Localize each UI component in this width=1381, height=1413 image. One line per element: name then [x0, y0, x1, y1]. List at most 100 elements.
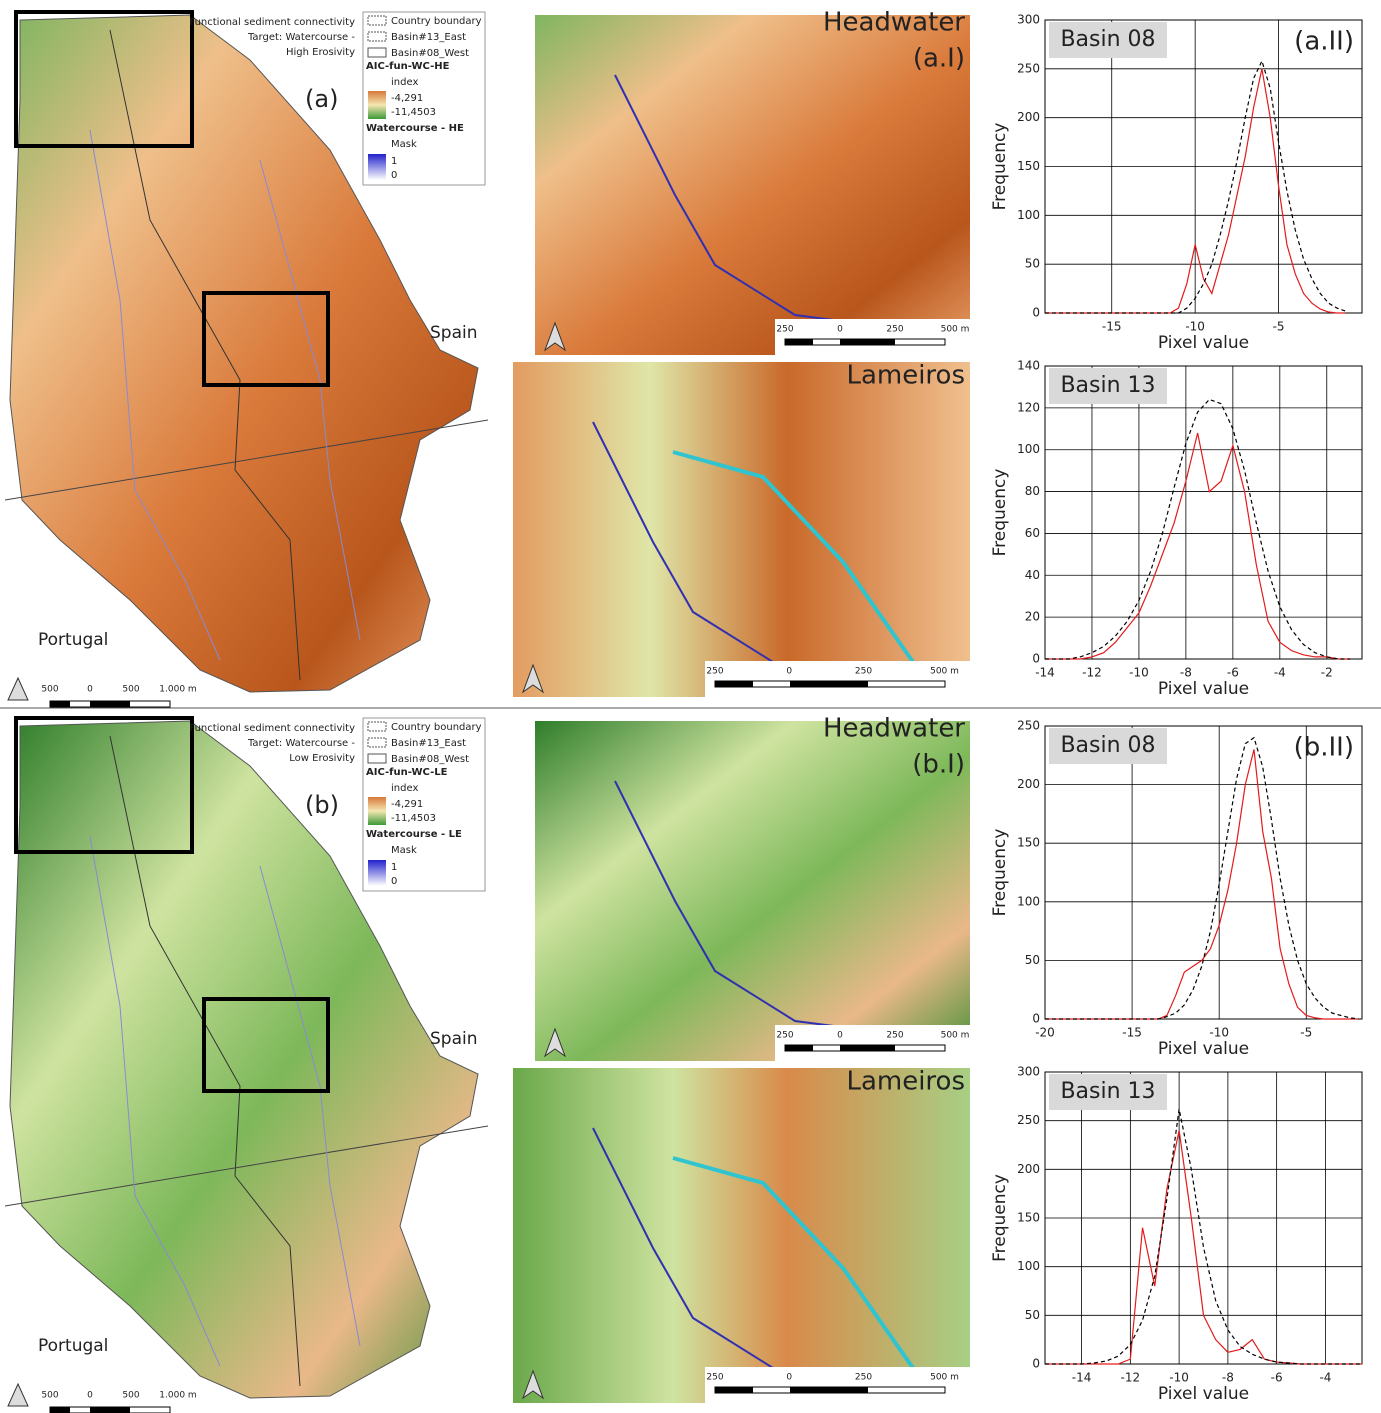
country-name: Spain: [430, 323, 478, 343]
chart-title: Basin 08: [1060, 27, 1155, 52]
y-tick-label: 50: [1025, 953, 1040, 967]
scale-label: 500: [41, 1391, 58, 1401]
x-tick-label: -15: [1122, 1026, 1142, 1040]
legend-item: Basin#13_East: [391, 738, 466, 749]
y-tick-label: 0: [1032, 652, 1040, 666]
x-tick-label: -6: [1227, 666, 1239, 680]
scale-bar: [715, 1387, 753, 1393]
legend-value: -4,291: [391, 93, 423, 104]
legend-value: 0: [391, 170, 397, 181]
scale-label: 250: [776, 1031, 793, 1041]
y-tick-label: 300: [1017, 13, 1040, 27]
y-tick-label: 150: [1017, 836, 1040, 850]
y-axis-label: Frequency: [990, 829, 1010, 917]
scale-label: 500 m: [930, 667, 959, 677]
y-axis-label: Frequency: [990, 469, 1010, 557]
panel-label: (a.II): [1294, 27, 1354, 57]
y-tick-label: 200: [1017, 1162, 1040, 1176]
legend-label: Mask: [391, 139, 417, 150]
legend-title: Target: Watercourse -: [247, 738, 355, 749]
x-tick-label: -12: [1082, 666, 1102, 680]
y-tick-label: 200: [1017, 110, 1040, 124]
scale-label: 500 m: [941, 1031, 970, 1041]
scale-label: 0: [786, 1373, 792, 1383]
x-tick-label: -5: [1273, 320, 1285, 334]
legend-label: index: [391, 783, 418, 794]
y-tick-label: 0: [1032, 306, 1040, 320]
legend-label: Mask: [391, 845, 417, 856]
scale-label: 250: [886, 325, 903, 335]
scale-label: 500 m: [941, 325, 970, 335]
x-tick-label: -10: [1209, 1026, 1229, 1040]
inset-title: Headwater: [823, 8, 965, 38]
inset-label: (a.I): [913, 44, 965, 74]
legend-title: Target: Watercourse -: [247, 32, 355, 43]
scale-label: 500: [122, 685, 139, 695]
y-axis-label: Frequency: [990, 123, 1010, 211]
y-tick-label: 20: [1025, 610, 1040, 624]
scale-label: 0: [837, 1031, 843, 1041]
legend-value: -11,4503: [391, 107, 436, 118]
scale-label: 0: [786, 667, 792, 677]
y-tick-label: 80: [1025, 484, 1040, 498]
legend-heading: Watercourse - LE: [366, 829, 462, 840]
scale-label: 250: [855, 667, 872, 677]
scale-label: 500: [41, 685, 58, 695]
country-name: Portugal: [38, 1336, 108, 1356]
legend-item: Basin#13_East: [391, 32, 466, 43]
y-tick-label: 300: [1017, 1065, 1040, 1079]
legend-heading: Watercourse - HE: [366, 123, 464, 134]
scale-label: 250: [706, 667, 723, 677]
legend-label: index: [391, 77, 418, 88]
inset-map: [535, 721, 970, 1061]
y-tick-label: 0: [1032, 1357, 1040, 1371]
north-arrow: [8, 1384, 28, 1406]
chart-title: Basin 13: [1060, 1079, 1155, 1104]
scale-bar: [715, 681, 753, 687]
legend-ramp: [368, 797, 386, 825]
y-tick-label: 50: [1025, 257, 1040, 271]
x-tick-label: -6: [1271, 1371, 1283, 1385]
scale-bar: [790, 1387, 868, 1393]
inset-map: [535, 15, 970, 355]
x-tick-label: -4: [1274, 666, 1286, 680]
x-axis-label: Pixel value: [1158, 1384, 1249, 1404]
scale-label: 0: [87, 1391, 93, 1401]
country-name: Portugal: [38, 630, 108, 650]
scale-bar: [785, 339, 813, 345]
scale-label: 1.000 m: [159, 685, 196, 695]
legend-value: 1: [391, 156, 397, 167]
y-tick-label: 40: [1025, 568, 1040, 582]
x-tick-label: -10: [1169, 1371, 1189, 1385]
legend-title: Functional sediment connectivity: [189, 723, 355, 734]
country-name: Spain: [430, 1029, 478, 1049]
y-tick-label: 250: [1017, 61, 1040, 75]
scale-label: 500 m: [930, 1373, 959, 1383]
y-tick-label: 250: [1017, 719, 1040, 733]
x-tick-label: -10: [1129, 666, 1149, 680]
scale-bar: [840, 1045, 895, 1051]
scale-label: 1.000 m: [159, 1391, 196, 1401]
x-tick-label: -8: [1180, 666, 1192, 680]
figure: (a) Functional sediment connectivity Targe…: [0, 0, 1381, 1413]
x-axis-label: Pixel value: [1158, 679, 1249, 699]
plot-area: [1045, 366, 1362, 659]
panel-label: (a): [305, 85, 338, 113]
legend-heading: AIC-fun-WC-HE: [366, 61, 450, 72]
legend-title: Functional sediment connectivity: [189, 17, 355, 28]
inset-label: (b.I): [912, 750, 965, 780]
y-tick-label: 120: [1017, 400, 1040, 414]
x-tick-label: -8: [1222, 1371, 1234, 1385]
scale-bar: [90, 701, 130, 707]
x-tick-label: -5: [1300, 1026, 1312, 1040]
y-tick-label: 100: [1017, 208, 1040, 222]
y-tick-label: 150: [1017, 1211, 1040, 1225]
chart-title: Basin 08: [1060, 733, 1155, 758]
x-tick-label: -14: [1072, 1371, 1092, 1385]
y-tick-label: 60: [1025, 526, 1040, 540]
y-tick-label: 100: [1017, 1259, 1040, 1273]
inset-title: Lameiros: [846, 1067, 965, 1097]
legend-value: -11,4503: [391, 813, 436, 824]
y-tick-label: 100: [1017, 894, 1040, 908]
legend-title: High Erosivity: [286, 47, 355, 58]
